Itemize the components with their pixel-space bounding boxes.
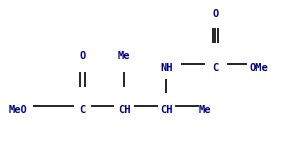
Text: MeO: MeO: [9, 105, 27, 115]
Text: CH: CH: [160, 105, 173, 115]
Text: Me: Me: [199, 105, 212, 115]
Text: NH: NH: [160, 63, 173, 73]
Text: O: O: [79, 51, 86, 61]
Text: C: C: [79, 105, 86, 115]
Text: Me: Me: [118, 51, 131, 61]
Text: OMe: OMe: [250, 63, 269, 73]
Text: C: C: [212, 63, 218, 73]
Text: CH: CH: [118, 105, 131, 115]
Text: O: O: [212, 9, 218, 19]
